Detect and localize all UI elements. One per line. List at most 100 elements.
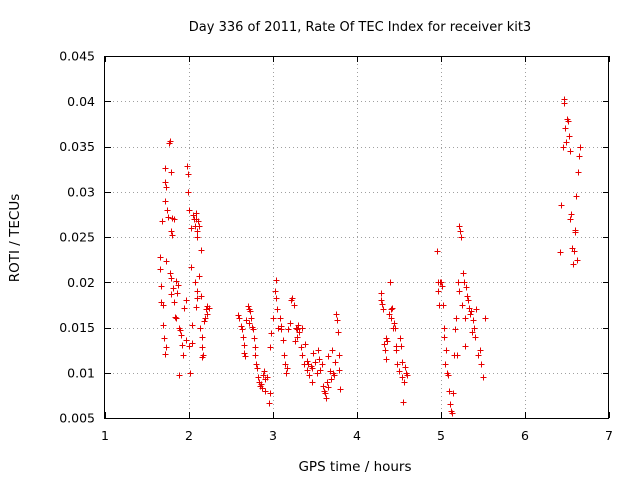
data-point (204, 311, 211, 318)
data-point (573, 193, 580, 200)
grid (105, 56, 609, 418)
data-point (185, 171, 192, 178)
data-point (171, 299, 178, 306)
data-point (245, 303, 252, 310)
data-point (173, 278, 180, 285)
data-point (248, 315, 255, 322)
data-point (199, 344, 206, 351)
data-point (198, 247, 205, 254)
data-point (558, 202, 565, 209)
data-point (331, 372, 338, 379)
data-point (329, 347, 336, 354)
data-point (196, 223, 203, 230)
data-point (162, 198, 169, 205)
data-point (163, 344, 170, 351)
data-point (250, 326, 257, 333)
data-point (179, 342, 186, 349)
data-point (333, 311, 340, 318)
data-point (480, 374, 487, 381)
x-tick-label: 6 (521, 428, 529, 443)
data-point (194, 228, 201, 235)
data-point (296, 329, 303, 336)
data-point (562, 125, 569, 132)
y-axis-label: ROTI / TECUs (7, 194, 23, 282)
x-tick-label: 2 (185, 428, 193, 443)
data-point (162, 165, 169, 172)
data-point (401, 379, 408, 386)
chart-title: Day 336 of 2011, Rate Of TEC Index for r… (189, 20, 531, 35)
data-point (378, 290, 385, 297)
data-point (243, 317, 250, 324)
data-point (203, 306, 210, 313)
data-point (402, 364, 409, 371)
data-point (199, 334, 206, 341)
data-point (251, 335, 258, 342)
x-tick-label: 7 (605, 428, 613, 443)
data-point (386, 311, 393, 318)
data-point (572, 227, 579, 234)
data-point (462, 343, 469, 350)
y-tick-label: 0.025 (59, 230, 95, 245)
data-point (393, 347, 400, 354)
data-point (201, 318, 208, 325)
data-point (171, 216, 178, 223)
data-point (273, 295, 280, 302)
data-point (292, 338, 299, 345)
data-point (316, 356, 323, 363)
data-point (464, 293, 471, 300)
data-point (175, 282, 182, 289)
data-point (471, 325, 478, 332)
x-tick-label: 1 (101, 428, 109, 443)
data-point (173, 315, 180, 322)
data-point (449, 410, 456, 417)
data-point (450, 390, 457, 397)
data-point (328, 376, 335, 383)
data-point (477, 347, 484, 354)
data-point (162, 351, 169, 358)
data-point (447, 401, 454, 408)
data-point (194, 234, 201, 241)
y-tick-label: 0.005 (59, 411, 95, 426)
data-point (467, 311, 474, 318)
data-point (273, 277, 280, 284)
data-point (561, 96, 568, 103)
data-point (282, 361, 289, 368)
data-point (397, 335, 404, 342)
data-point (169, 232, 176, 239)
data-point (458, 234, 465, 241)
data-point (170, 285, 177, 292)
data-point (186, 343, 193, 350)
data-point (443, 347, 450, 354)
data-point (198, 293, 205, 300)
data-point (469, 329, 476, 336)
data-point (468, 308, 475, 315)
data-point (176, 372, 183, 379)
data-point (167, 270, 174, 277)
data-point (294, 334, 301, 341)
data-point (463, 284, 470, 291)
data-point (475, 352, 482, 359)
data-point (455, 279, 462, 286)
data-point (241, 342, 248, 349)
data-point (317, 367, 324, 374)
data-point (478, 361, 485, 368)
data-point (557, 249, 564, 256)
data-point (259, 385, 266, 392)
data-point (241, 350, 248, 357)
data-point (332, 359, 339, 366)
data-point (246, 320, 253, 327)
data-point (299, 325, 306, 332)
data-point (440, 302, 447, 309)
data-point (381, 341, 388, 348)
data-point (325, 353, 332, 360)
y-tick-label: 0.035 (59, 139, 95, 154)
data-point (439, 283, 446, 290)
data-point (304, 367, 311, 374)
data-point (196, 273, 203, 280)
data-point (438, 279, 445, 286)
data-point (287, 320, 294, 327)
data-point (283, 370, 290, 377)
data-point (320, 383, 327, 390)
data-point (396, 368, 403, 375)
